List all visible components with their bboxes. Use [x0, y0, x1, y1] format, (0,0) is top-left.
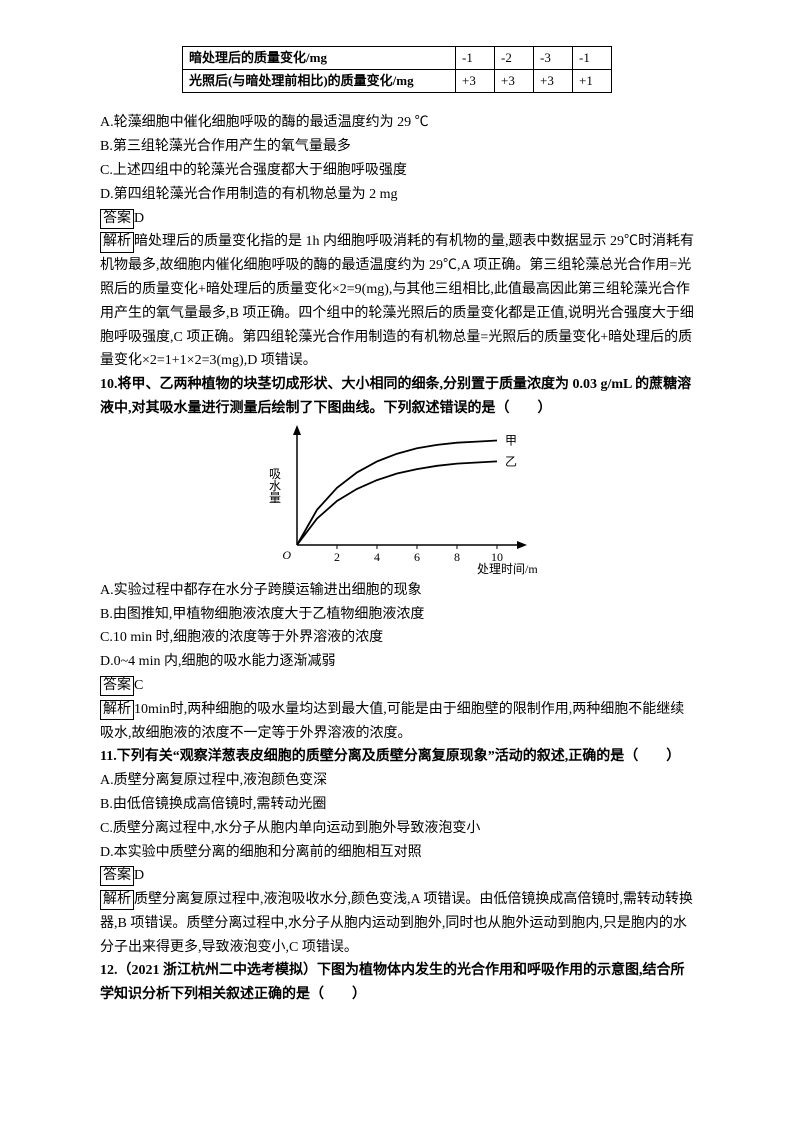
table-cell: +3	[456, 70, 495, 93]
table-cell: -1	[573, 47, 612, 70]
q11-option-b: B.由低倍镜换成高倍镜时,需转动光圈	[100, 793, 694, 817]
q9-analysis-label: 解析	[100, 232, 134, 252]
q11-option-c: C.质壁分离过程中,水分子从胞内单向运动到胞外导致液泡变小	[100, 817, 694, 841]
mass-change-table: 暗处理后的质量变化/mg -1 -2 -3 -1 光照后(与暗处理前相比)的质量…	[182, 46, 612, 93]
table-row2-label: 光照后(与暗处理前相比)的质量变化/mg	[183, 70, 456, 93]
svg-text:O: O	[282, 548, 291, 562]
q10-option-b: B.由图推知,甲植物细胞液浓度大于乙植物细胞液浓度	[100, 603, 694, 627]
table-cell: -2	[495, 47, 534, 70]
svg-text:乙: 乙	[505, 454, 517, 468]
q11-analysis-label: 解析	[100, 890, 134, 910]
svg-text:甲: 甲	[505, 433, 517, 447]
q9-analysis-text: 暗处理后的质量变化指的是 1h 内细胞呼吸消耗的有机物的量,题表中数据显示 29…	[100, 234, 694, 368]
q11-option-d: D.本实验中质壁分离的细胞和分离前的细胞相互对照	[100, 841, 694, 865]
q10-option-a: A.实验过程中都存在水分子跨膜运输进出细胞的现象	[100, 579, 694, 603]
q9-answer-value: D	[134, 211, 144, 226]
q10-stem: 10.将甲、乙两种植物的块茎切成形状、大小相同的细条,分别置于质量浓度为 0.0…	[100, 377, 691, 416]
table-row1-label: 暗处理后的质量变化/mg	[183, 47, 456, 70]
table-cell: -1	[456, 47, 495, 70]
q11-answer-value: D	[134, 868, 144, 883]
table-cell: +1	[573, 70, 612, 93]
table-cell: +3	[495, 70, 534, 93]
q10-analysis-label: 解析	[100, 700, 134, 720]
table-cell: +3	[534, 70, 573, 93]
q9-option-b: B.第三组轮藻光合作用产生的氧气量最多	[100, 135, 694, 159]
q10-option-c: C.10 min 时,细胞液的浓度等于外界溶液的浓度	[100, 626, 694, 650]
q12-stem: 12.（2021 浙江杭州二中选考模拟）下图为植物体内发生的光合作用和呼吸作用的…	[100, 963, 685, 1002]
q10-option-d: D.0~4 min 内,细胞的吸水能力逐渐减弱	[100, 650, 694, 674]
q10-answer-label: 答案	[100, 676, 134, 696]
svg-text:吸水量: 吸水量	[269, 467, 281, 505]
absorption-chart: 246810O处理时间/min吸水量甲乙	[257, 425, 537, 575]
q11-option-a: A.质壁分离复原过程中,液泡颜色变深	[100, 769, 694, 793]
q10-analysis-text: 10min时,两种细胞的吸水量均达到最大值,可能是由于细胞壁的限制作用,两种细胞…	[100, 702, 684, 741]
svg-text:2: 2	[334, 550, 340, 564]
q9-option-d: D.第四组轮藻光合作用制造的有机物总量为 2 mg	[100, 183, 694, 207]
svg-text:8: 8	[454, 550, 460, 564]
q11-analysis-text: 质壁分离复原过程中,液泡吸收水分,颜色变浅,A 项错误。由低倍镜换成高倍镜时,需…	[100, 892, 693, 955]
table-cell: -3	[534, 47, 573, 70]
svg-text:4: 4	[374, 550, 380, 564]
q9-option-a: A.轮藻细胞中催化细胞呼吸的酶的最适温度约为 29 ℃	[100, 111, 694, 135]
q9-answer-label: 答案	[100, 209, 134, 229]
svg-text:处理时间/min: 处理时间/min	[477, 562, 537, 575]
q11-stem: 11.下列有关“观察洋葱表皮细胞的质壁分离及质壁分离复原现象”活动的叙述,正确的…	[100, 749, 680, 764]
svg-text:6: 6	[414, 550, 420, 564]
q9-option-c: C.上述四组中的轮藻光合强度都大于细胞呼吸强度	[100, 159, 694, 183]
q10-answer-value: C	[134, 678, 143, 693]
q11-answer-label: 答案	[100, 866, 134, 886]
